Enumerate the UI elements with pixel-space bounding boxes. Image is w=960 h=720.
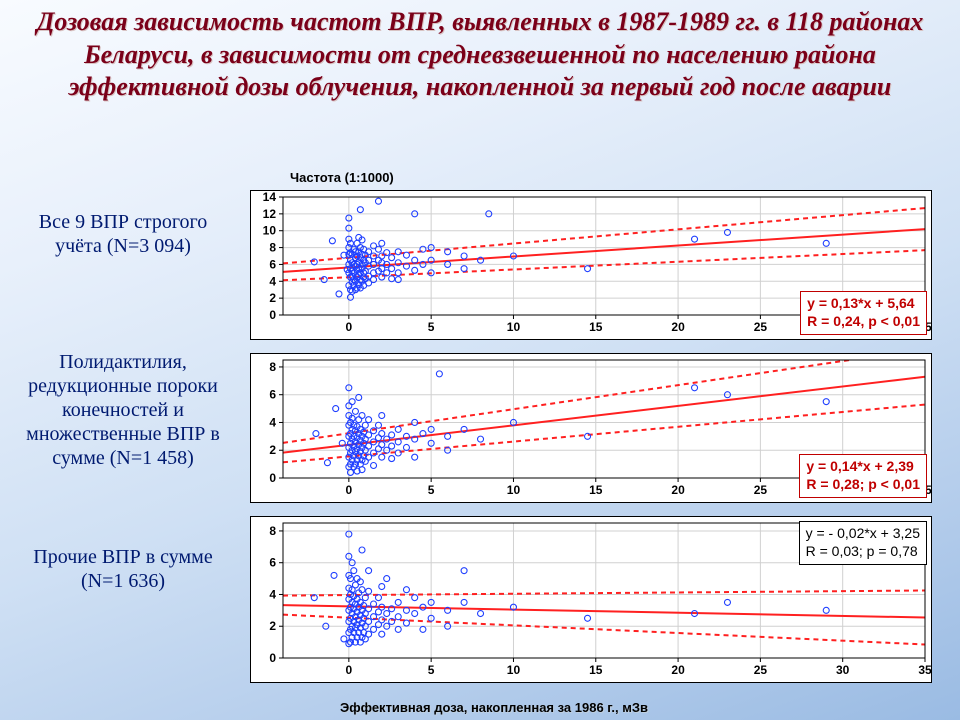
svg-text:5: 5 (428, 663, 435, 677)
svg-text:15: 15 (589, 483, 603, 497)
svg-text:20: 20 (671, 663, 685, 677)
chart-1-label: Все 9 ВПР строгого учёта (N=3 094) (18, 210, 228, 258)
svg-text:4: 4 (269, 274, 276, 288)
x-axis-title: Эффективная доза, накопленная за 1986 г.… (340, 700, 648, 715)
chart-3: 0 5 10 15 20 25 30 35 0 2 4 6 8 y = - 0,02*x + 3,25 … (250, 516, 932, 683)
svg-text:8: 8 (269, 524, 276, 538)
svg-text:0: 0 (269, 308, 276, 322)
svg-text:25: 25 (754, 483, 768, 497)
svg-text:15: 15 (589, 320, 603, 334)
chart-3-eq-line2: R = 0,03; p = 0,78 (806, 543, 920, 561)
svg-text:0: 0 (346, 483, 353, 497)
chart-1-eq-line2: R = 0,24, p < 0,01 (807, 313, 920, 331)
chart-3-label: Прочие ВПР в сумме (N=1 636) (18, 545, 228, 593)
chart-1-eq-line1: y = 0,13*x + 5,64 (807, 295, 920, 313)
svg-text:15: 15 (589, 663, 603, 677)
chart-2: 0510152025303502468 y = 0,14*x + 2,39 R … (250, 353, 932, 503)
svg-text:30: 30 (836, 663, 850, 677)
svg-text:6: 6 (269, 388, 276, 402)
chart-2-label: Полидактилия, редукционные пороки конечн… (18, 350, 228, 470)
svg-text:0: 0 (346, 663, 353, 677)
svg-text:4: 4 (269, 587, 276, 601)
y-axis-title: Частота (1:1000) (290, 170, 394, 185)
svg-text:5: 5 (428, 320, 435, 334)
chart-2-equation-box: y = 0,14*x + 2,39 R = 0,28; p < 0,01 (799, 454, 927, 498)
svg-text:4: 4 (269, 415, 276, 429)
chart-2-eq-line2: R = 0,28; p < 0,01 (806, 476, 920, 494)
svg-text:6: 6 (269, 556, 276, 570)
slide-title: Дозовая зависимость частот ВПР, выявленн… (0, 6, 960, 104)
svg-text:5: 5 (428, 483, 435, 497)
svg-text:12: 12 (263, 207, 277, 221)
svg-text:0: 0 (269, 651, 276, 665)
svg-text:2: 2 (269, 619, 276, 633)
svg-text:25: 25 (754, 320, 768, 334)
svg-text:20: 20 (671, 320, 685, 334)
svg-text:0: 0 (346, 320, 353, 334)
svg-text:8: 8 (269, 241, 276, 255)
svg-text:2: 2 (269, 443, 276, 457)
chart-2-eq-line1: y = 0,14*x + 2,39 (806, 458, 920, 476)
svg-text:10: 10 (507, 320, 521, 334)
svg-text:2: 2 (269, 291, 276, 305)
chart-3-eq-line1: y = - 0,02*x + 3,25 (806, 525, 920, 543)
chart-1-equation-box: y = 0,13*x + 5,64 R = 0,24, p < 0,01 (800, 291, 927, 335)
svg-text:35: 35 (918, 663, 931, 677)
svg-text:10: 10 (507, 483, 521, 497)
chart-1: 0510152025303502468101214 y = 0,13*x + 5… (250, 190, 932, 340)
svg-text:8: 8 (269, 360, 276, 374)
svg-text:14: 14 (263, 191, 277, 204)
svg-text:0: 0 (269, 471, 276, 485)
svg-text:20: 20 (671, 483, 685, 497)
svg-text:25: 25 (754, 663, 768, 677)
svg-text:6: 6 (269, 257, 276, 271)
chart-3-equation-box: y = - 0,02*x + 3,25 R = 0,03; p = 0,78 (799, 521, 927, 565)
svg-text:10: 10 (263, 224, 277, 238)
svg-text:10: 10 (507, 663, 521, 677)
